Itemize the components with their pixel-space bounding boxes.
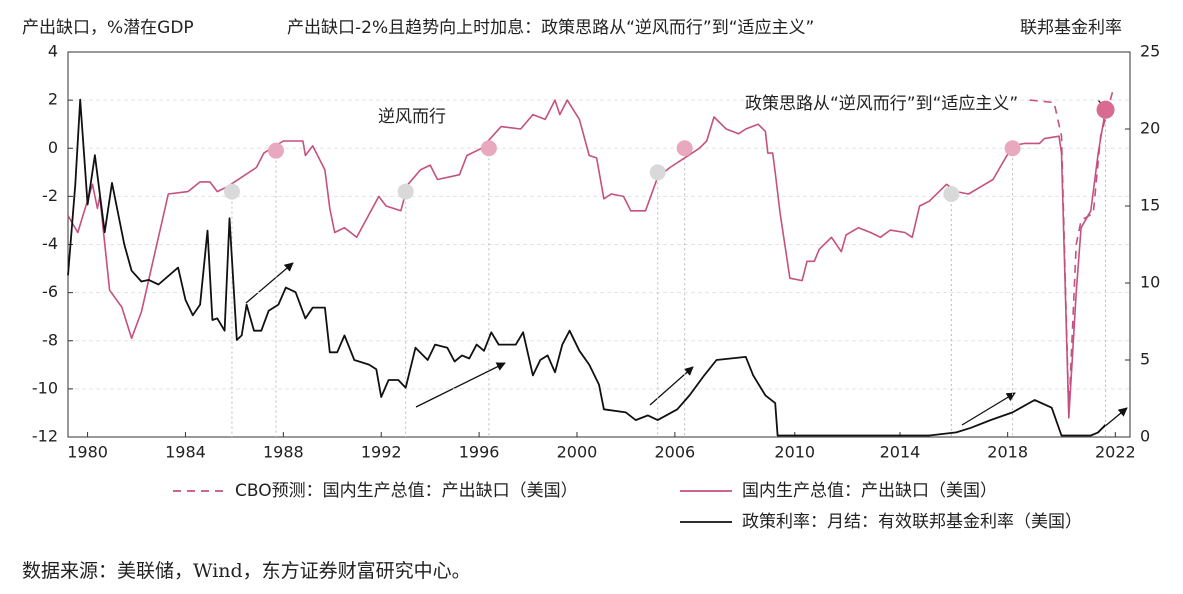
marker-dot [943, 185, 960, 202]
legend-label: 国内生产总值：产出缺口（美国） [742, 481, 997, 501]
x-tick-label: 1988 [263, 443, 304, 462]
x-tick-label: 1980 [67, 443, 108, 462]
x-tick-label: 2014 [880, 443, 921, 462]
x-tick-label: 2022 [1095, 443, 1136, 462]
marker-dot [649, 164, 666, 181]
y-tick-label: 2 [48, 90, 58, 109]
y2-tick-label: 15 [1140, 196, 1160, 215]
y2-tick-label: 10 [1140, 273, 1160, 292]
chart-title: 产出缺口-2%且趋势向上时加息：政策思路从“逆风而行”到“适应主义” [287, 18, 814, 38]
x-tick-label: 2010 [774, 443, 815, 462]
x-tick-label: 2006 [654, 443, 695, 462]
x-tick-label: 1992 [361, 443, 402, 462]
legend-label: CBO预测：国内生产总值：产出缺口（美国） [235, 481, 578, 501]
y2-tick-label: 5 [1140, 350, 1150, 369]
y-tick-label: -12 [32, 427, 58, 446]
x-tick-label: 1984 [165, 443, 206, 462]
annotation: 政策思路从“逆风而行”到“适应主义” [745, 94, 1018, 114]
x-tick-label: 1996 [459, 443, 500, 462]
y-tick-label: -6 [42, 282, 58, 301]
marker-dot [480, 140, 497, 157]
x-tick-label: 2000 [557, 443, 598, 462]
x-tick-label: 2018 [987, 443, 1028, 462]
marker-dot [676, 140, 693, 157]
y-tick-label: -10 [32, 378, 58, 397]
marker-dot [267, 142, 284, 159]
y-tick-label: -2 [42, 186, 58, 205]
legend-label: 政策利率：月结：有效联邦基金利率（美国） [742, 512, 1082, 532]
y2-tick-label: 20 [1140, 119, 1160, 138]
series-line [1029, 90, 1114, 414]
source-note: 数据来源：美联储，Wind，东方证券财富研究中心。 [22, 560, 471, 582]
y-tick-label: -8 [42, 330, 58, 349]
y-axis-label: 产出缺口，%潜在GDP [22, 18, 194, 38]
y2-axis-label: 联邦基金利率 [1020, 18, 1122, 38]
y-tick-label: 0 [48, 138, 58, 157]
series-line [67, 98, 1107, 437]
marker-dot [1096, 100, 1115, 119]
plot-frame [67, 51, 1131, 438]
y2-tick-label: 0 [1140, 427, 1150, 446]
marker-dot [397, 183, 414, 200]
y-tick-label: -4 [42, 234, 58, 253]
annotation: 逆风而行 [378, 107, 446, 127]
marker-dot [223, 183, 240, 200]
y2-tick-label: 25 [1140, 42, 1160, 61]
marker-dot [1004, 140, 1021, 157]
y-tick-label: 4 [48, 42, 58, 61]
